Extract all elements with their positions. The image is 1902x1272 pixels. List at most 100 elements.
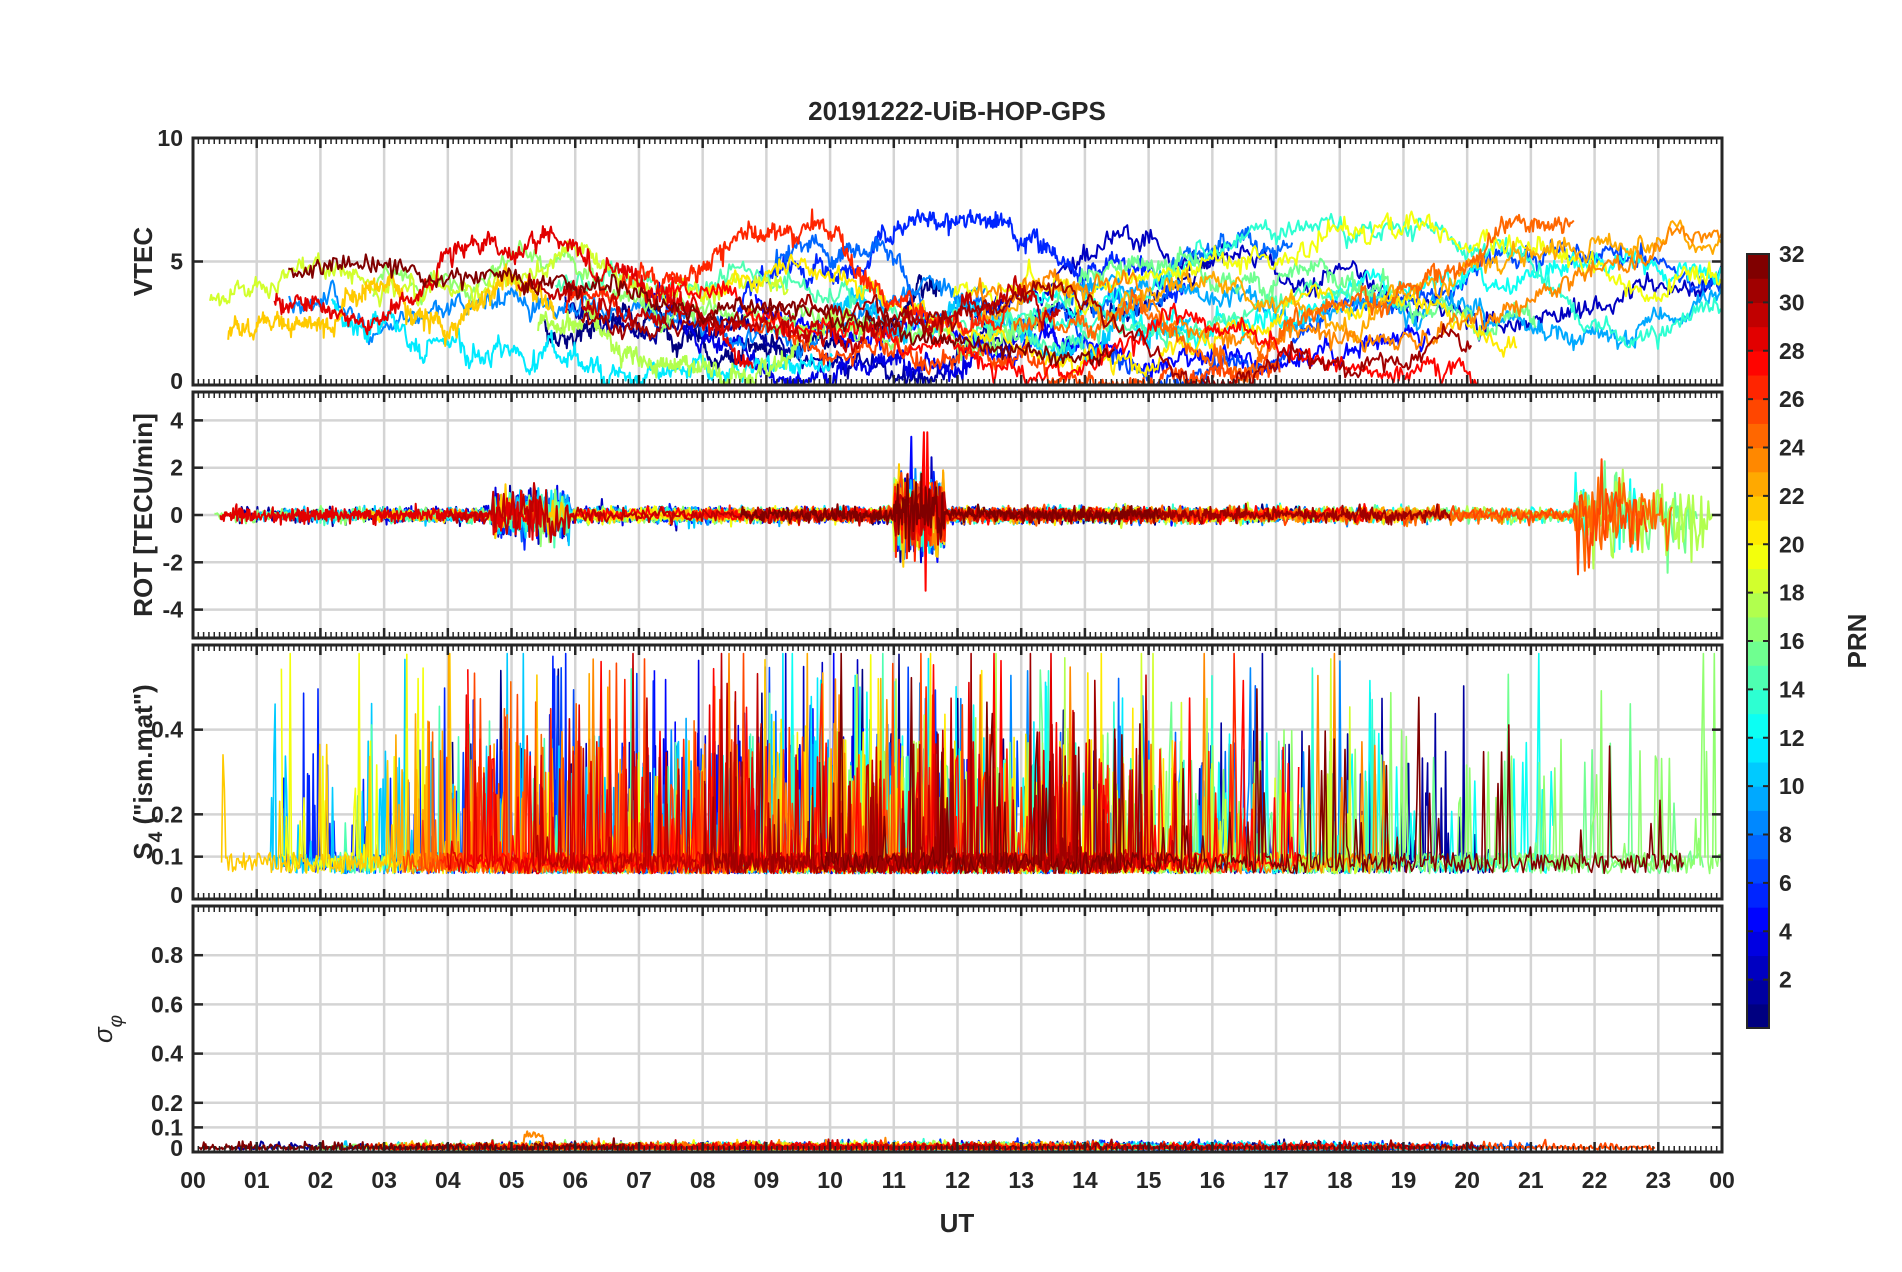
- x-tick-label: 03: [371, 1167, 397, 1193]
- colorbar-segment: [1747, 495, 1769, 521]
- y-tick-label: 0.4: [151, 717, 183, 743]
- colorbar-segment: [1747, 350, 1769, 376]
- y-tick-label: 0.4: [151, 1041, 183, 1067]
- panel-rot-ylabel: ROT [TECU/min]: [128, 413, 158, 617]
- x-tick-label: 14: [1072, 1167, 1098, 1193]
- colorbar-segment: [1747, 520, 1769, 545]
- panel-s4: 0 0.1 0.2 0.4S4 ("ism.mat"): [128, 643, 1724, 908]
- x-tick-label: 00: [1709, 1167, 1735, 1193]
- colorbar-tick-label: 32: [1779, 241, 1805, 267]
- colorbar-label: PRN: [1842, 614, 1872, 669]
- y-tick-label: 0.2: [151, 801, 183, 827]
- panel-rot: -4 -2 0 2 4 ROT [TECU/min]: [128, 390, 1724, 640]
- colorbar-tick-label: 28: [1779, 338, 1805, 364]
- colorbar-tick-label: 18: [1779, 580, 1805, 606]
- trace-prn-30: [517, 272, 1061, 355]
- x-tick-label: 21: [1518, 1167, 1544, 1193]
- trace-prn-32: [818, 652, 1685, 875]
- colorbar-segment: [1747, 374, 1769, 400]
- panel-rot-traces: [214, 431, 1714, 592]
- x-tick-label: 06: [562, 1167, 588, 1193]
- trace-prn-6: [733, 208, 1187, 320]
- panel-s4-traces: [220, 652, 1723, 875]
- x-tick-label: 17: [1263, 1167, 1289, 1193]
- x-tick-label: 13: [1008, 1167, 1034, 1193]
- colorbar-segment: [1747, 761, 1769, 787]
- x-tick-label: 04: [435, 1167, 461, 1193]
- colorbar-segment: [1747, 834, 1769, 860]
- x-tick-label: 01: [244, 1167, 270, 1193]
- colorbar-segment: [1747, 616, 1769, 642]
- colorbar-tick-label: 10: [1779, 773, 1805, 799]
- colorbar-segment: [1747, 979, 1769, 1005]
- colorbar-tick-label: 30: [1779, 289, 1805, 315]
- panel-vtec-ylabel: VTEC: [128, 227, 158, 297]
- colorbar-segment: [1747, 1003, 1769, 1029]
- y-tick-label: 0.6: [151, 991, 183, 1017]
- panel-vtec-traces: [209, 208, 1723, 386]
- colorbar-segment: [1747, 810, 1769, 836]
- colorbar-tick-label: 22: [1779, 483, 1805, 509]
- x-tick-label: 19: [1391, 1167, 1417, 1193]
- colorbar-tick-label: 26: [1779, 386, 1805, 412]
- trace-prn-26: [747, 305, 1281, 386]
- x-tick-label: 15: [1136, 1167, 1162, 1193]
- x-tick-label: 05: [499, 1167, 525, 1193]
- x-tick-label: 16: [1200, 1167, 1226, 1193]
- colorbar-segment: [1747, 592, 1769, 618]
- y-tick-label: 0: [170, 882, 183, 908]
- x-tick-label: 08: [690, 1167, 716, 1193]
- colorbar-segment: [1747, 278, 1769, 303]
- y-tick-label: -2: [163, 549, 183, 575]
- colorbar-segment: [1747, 858, 1769, 884]
- y-tick-label: 4: [170, 407, 183, 433]
- colorbar-segment: [1747, 689, 1769, 715]
- panel-sigma_phi: 00.10.2 0.4 0.6 0.8 σφ: [88, 904, 1724, 1161]
- colorbar-segment: [1747, 544, 1769, 570]
- colorbar-segment: [1747, 423, 1769, 449]
- trace-prn-16: [987, 246, 1537, 343]
- trace-prn-24: [973, 226, 1723, 358]
- colorbar-tick-label: 4: [1779, 918, 1792, 944]
- x-tick-label: 07: [626, 1167, 652, 1193]
- y-tick-label: 5: [170, 249, 183, 275]
- trace-prn-17: [978, 652, 1723, 875]
- x-tick-label: 09: [754, 1167, 780, 1193]
- panel-s4-ylabel: S4 ("ism.mat"): [128, 684, 167, 859]
- colorbar-segment: [1747, 955, 1769, 981]
- colorbar-segment: [1747, 447, 1769, 473]
- y-tick-label: 0.8: [151, 942, 183, 968]
- y-tick-label: 0.1: [151, 1114, 183, 1140]
- colorbar-segment: [1747, 737, 1769, 763]
- colorbar-tick-label: 12: [1779, 725, 1805, 751]
- colorbar-tick-label: 20: [1779, 531, 1805, 557]
- panel-sigma_phi-ylabel: σφ: [88, 1015, 127, 1043]
- x-tick-label: 10: [817, 1167, 843, 1193]
- trace-prn-32: [287, 253, 1116, 367]
- colorbar-tick-label: 24: [1779, 435, 1805, 461]
- panel-vtec: 0 5 10 VTEC: [128, 125, 1724, 394]
- chart-title: 20191222-UiB-HOP-GPS: [808, 96, 1106, 126]
- colorbar-segment: [1747, 471, 1769, 497]
- x-tick-label: 12: [945, 1167, 971, 1193]
- x-tick-label: 23: [1645, 1167, 1671, 1193]
- trace-prn-10: [1078, 267, 1723, 352]
- colorbar-segment: [1747, 907, 1769, 932]
- y-tick-label: 0.1: [151, 844, 183, 870]
- x-tick-label: 00: [180, 1167, 206, 1193]
- colorbar-segment: [1747, 641, 1769, 666]
- trace-prn-31: [580, 280, 1473, 386]
- x-axis-label: UT: [940, 1208, 975, 1238]
- colorbar-tick-label: 16: [1779, 628, 1805, 654]
- colorbar-tick-label: 8: [1779, 822, 1792, 848]
- y-tick-label: 0: [170, 1135, 183, 1161]
- y-tick-label: 0: [170, 502, 183, 528]
- x-tick-label: 11: [882, 1167, 907, 1193]
- x-tick-label: 02: [308, 1167, 334, 1193]
- colorbar-segment: [1747, 568, 1769, 594]
- colorbar-segment: [1747, 786, 1769, 811]
- trace-prn-31: [703, 652, 1124, 875]
- y-tick-label: 2: [170, 455, 183, 481]
